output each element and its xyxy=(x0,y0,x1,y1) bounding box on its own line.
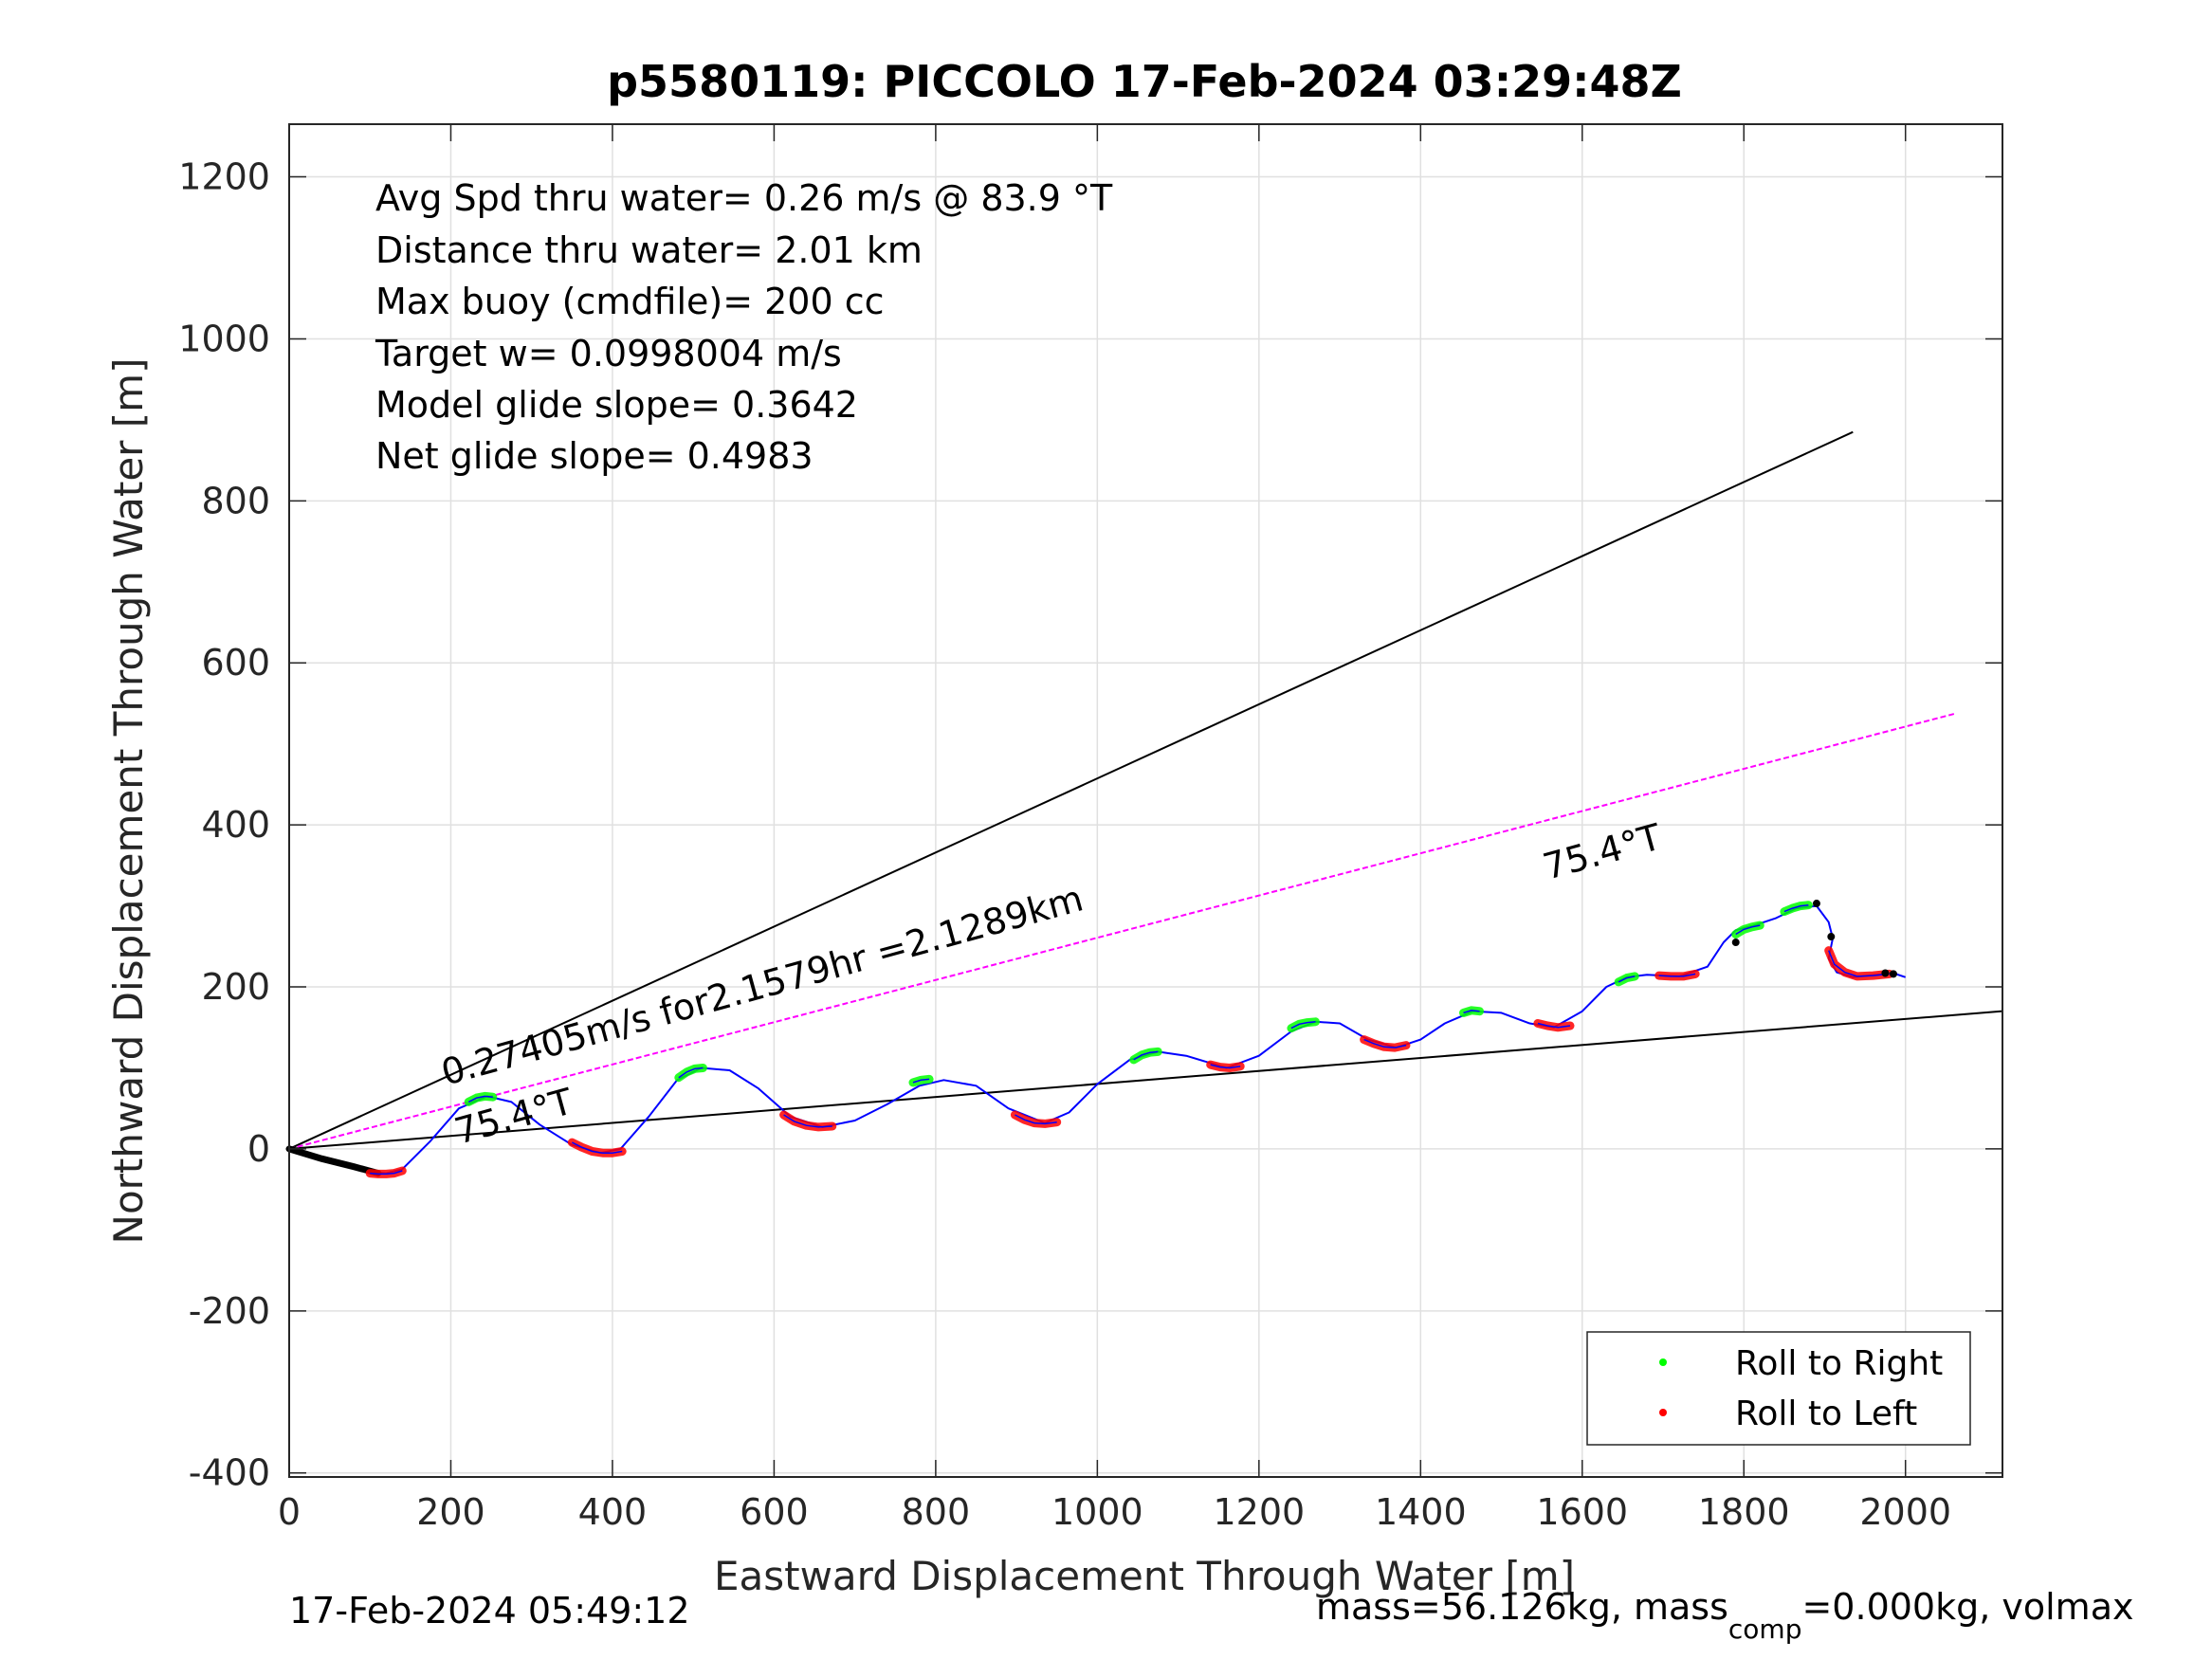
roll-markers xyxy=(365,901,1894,1178)
x-tick-label: 0 xyxy=(278,1491,301,1533)
roll-segment-track xyxy=(1210,1064,1241,1069)
roll-segment-track xyxy=(1463,1010,1480,1014)
track-marker xyxy=(1731,939,1740,947)
roll-segment-track xyxy=(1290,1021,1316,1030)
info-max-buoy: Max buoy (cmdfile)= 200 cc xyxy=(375,281,885,322)
roll-segment-track xyxy=(1015,1114,1057,1125)
roll-segment-track xyxy=(912,1078,930,1084)
x-tick-label: 200 xyxy=(416,1491,485,1533)
y-tick-label: 600 xyxy=(201,642,270,684)
y-tick-label: 0 xyxy=(247,1128,270,1170)
y-tick-label: -400 xyxy=(189,1452,270,1494)
roll-segment-track xyxy=(370,1170,403,1176)
black-markers xyxy=(1731,900,1897,978)
x-tick-label: 2000 xyxy=(1859,1491,1951,1533)
info-target-w: Target w= 0.0998004 m/s xyxy=(375,333,842,374)
x-tick-label: 1600 xyxy=(1536,1491,1628,1533)
grid-lines xyxy=(288,124,2002,1477)
roll-segment-track xyxy=(678,1066,704,1079)
track-marker xyxy=(1827,933,1836,941)
x-tick-label: 800 xyxy=(902,1491,971,1533)
y-tick-labels: -400 -200 0 200 400 600 800 1000 1200 xyxy=(178,156,270,1494)
chart-title: p5580119: PICCOLO 17-Feb-2024 03:29:48Z xyxy=(607,56,1682,107)
y-tick-label: 1200 xyxy=(178,156,270,198)
track-marker xyxy=(1889,970,1897,978)
footer-mass-sub: comp xyxy=(1728,1613,1802,1645)
roll-segment-track xyxy=(783,1114,832,1128)
footer-mass-prefix: mass=56.126kg, mass xyxy=(1316,1586,1728,1628)
reference-line xyxy=(288,1010,2003,1150)
plot-frame xyxy=(288,123,2003,1478)
legend: Roll to Right Roll to Left xyxy=(1586,1331,1971,1446)
roll-segment-track xyxy=(1618,975,1636,983)
x-tick-label: 400 xyxy=(578,1491,648,1533)
y-tick-label: 200 xyxy=(201,966,270,1008)
footer-mass-suffix: =0.000kg, volmax xyxy=(1801,1586,2133,1628)
x-tick-label: 1200 xyxy=(1213,1491,1305,1533)
y-tick-label: -200 xyxy=(189,1290,270,1332)
footer-mass: mass=56.126kg, masscomp=0.000kg, volmax xyxy=(1316,1586,2133,1645)
x-tick-label: 1800 xyxy=(1698,1491,1790,1533)
reference-lines xyxy=(288,430,2003,1150)
track-marker xyxy=(1881,969,1890,977)
roll-segment-track xyxy=(1735,924,1761,936)
y-tick-label: 1000 xyxy=(178,318,270,359)
x-tick-label: 600 xyxy=(740,1491,809,1533)
info-text: Avg Spd thru water= 0.26 m/s @ 83.9 °T D… xyxy=(375,177,1113,477)
roll-segment-track xyxy=(1133,1050,1159,1061)
roll-segment-track xyxy=(571,1141,623,1154)
reference-line xyxy=(288,430,1854,1150)
plot-area xyxy=(289,124,2002,1477)
y-axis-label: Northward Displacement Through Water [m] xyxy=(105,358,152,1245)
track-marker xyxy=(1812,900,1820,908)
legend-roll-right-marker xyxy=(1659,1358,1667,1366)
info-avg-speed: Avg Spd thru water= 0.26 m/s @ 83.9 °T xyxy=(375,177,1113,219)
roll-segment-track xyxy=(1658,973,1696,977)
reference-line xyxy=(288,713,1955,1150)
footer-timestamp: 17-Feb-2024 05:49:12 xyxy=(289,1590,690,1632)
info-net-glide: Net glide slope= 0.4983 xyxy=(375,435,814,477)
legend-roll-left-label: Roll to Left xyxy=(1735,1395,1917,1433)
legend-roll-right-label: Roll to Right xyxy=(1735,1344,1943,1383)
x-axis-label: Eastward Displacement Through Water [m] xyxy=(714,1553,1575,1599)
y-tick-label: 400 xyxy=(201,804,270,846)
x-tick-labels: 0 200 400 600 800 1000 1200 1400 1600 1800 2000 xyxy=(278,1491,1951,1533)
legend-box xyxy=(1586,1331,1971,1446)
info-distance: Distance thru water= 2.01 km xyxy=(375,229,923,271)
y-tick-label: 800 xyxy=(201,480,270,521)
roll-segment-track xyxy=(1363,1038,1407,1048)
roll-segment-track xyxy=(1537,1022,1571,1029)
legend-roll-left-marker xyxy=(1659,1409,1667,1416)
roll-segment-track xyxy=(1828,950,1890,977)
x-tick-label: 1000 xyxy=(1051,1491,1143,1533)
dive-segment xyxy=(285,1145,382,1177)
roll-segment-track xyxy=(1783,903,1809,913)
x-tick-label: 1400 xyxy=(1375,1491,1467,1533)
axis-ticks xyxy=(288,124,2002,1477)
info-model-glide: Model glide slope= 0.3642 xyxy=(375,384,858,426)
roll-segment-track xyxy=(467,1095,493,1103)
